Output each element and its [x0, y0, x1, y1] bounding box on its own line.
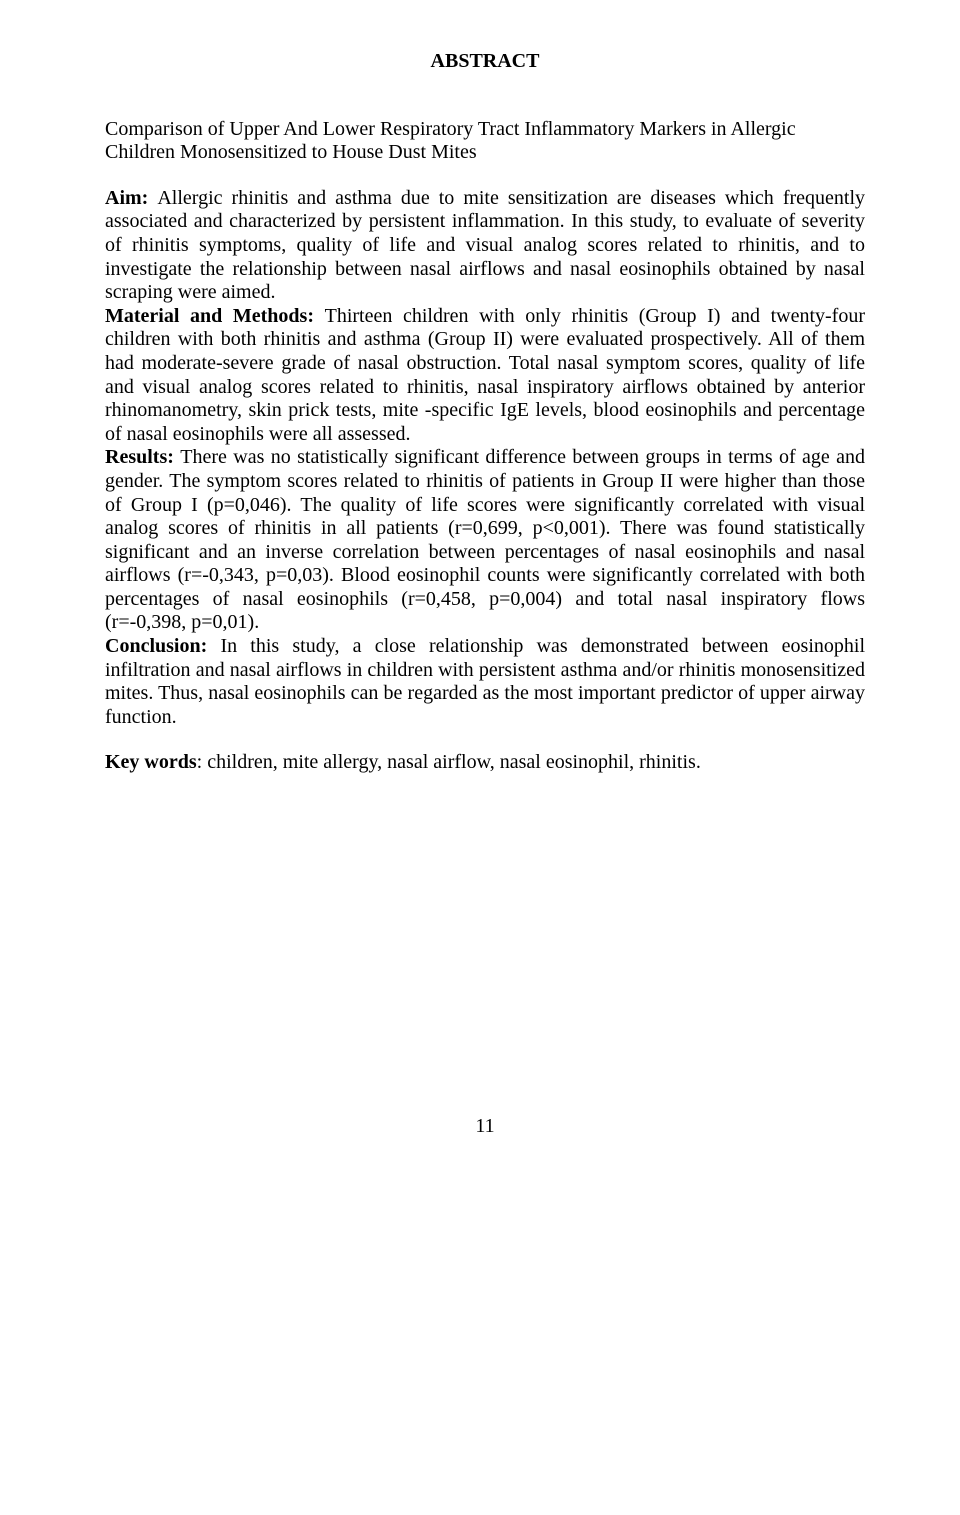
title-line-2: Children Monosensitized to House Dust Mi…: [105, 141, 865, 165]
results-paragraph: Results: There was no statistically sign…: [105, 446, 865, 635]
results-label: Results:: [105, 446, 180, 468]
keywords-text: : children, mite allergy, nasal airflow,…: [197, 751, 701, 773]
results-text: There was no statistically significant d…: [105, 446, 865, 633]
title-line-1: Comparison of Upper And Lower Respirator…: [105, 118, 865, 142]
material-methods-label: Material and Methods:: [105, 305, 325, 327]
keywords-label: Key words: [105, 751, 197, 773]
abstract-body: Aim: Allergic rhinitis and asthma due to…: [105, 187, 865, 775]
conclusion-paragraph: Conclusion: In this study, a close relat…: [105, 635, 865, 729]
abstract-heading: ABSTRACT: [105, 50, 865, 74]
material-methods-paragraph: Material and Methods: Thirteen children …: [105, 305, 865, 447]
aim-text: Allergic rhinitis and asthma due to mite…: [105, 187, 865, 303]
aim-label: Aim:: [105, 187, 157, 209]
keywords-paragraph: Key words: children, mite allergy, nasal…: [105, 751, 865, 775]
conclusion-label: Conclusion:: [105, 635, 220, 657]
title-block: Comparison of Upper And Lower Respirator…: [105, 118, 865, 165]
aim-paragraph: Aim: Allergic rhinitis and asthma due to…: [105, 187, 865, 305]
page-number: 11: [105, 1115, 865, 1139]
